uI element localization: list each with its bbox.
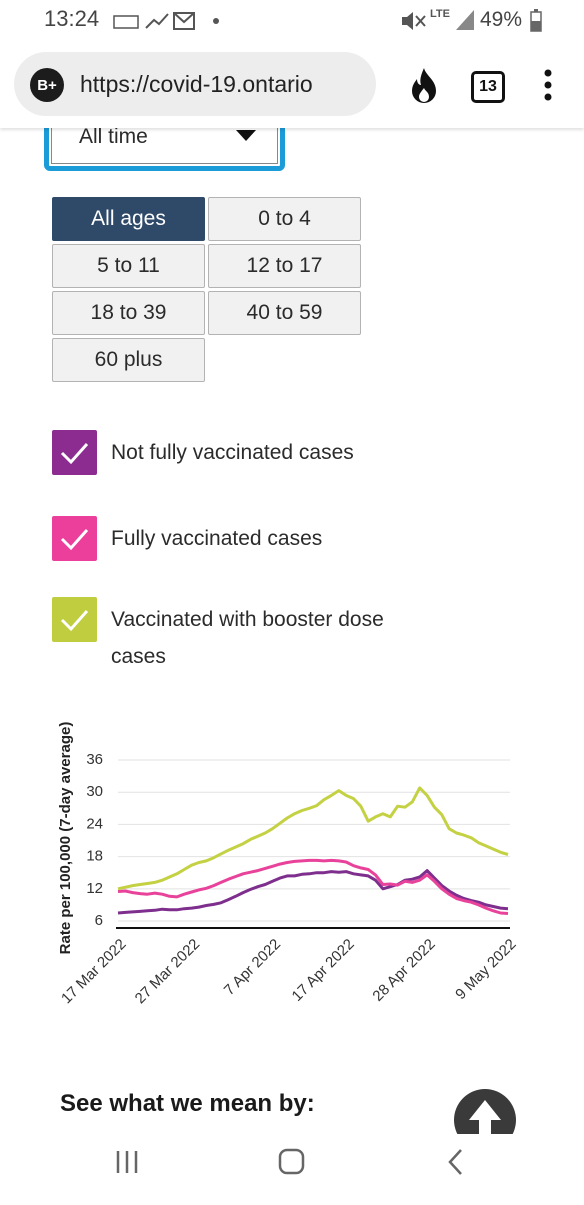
y-axis-label: Rate per 100,000 (7-day average) [57,722,74,955]
navigation-bar [0,1134,584,1200]
x-tick-label: 17 Apr 2022 [289,936,358,1005]
age-button[interactable]: 40 to 59 [208,291,361,335]
network-type: LTE [430,8,450,20]
age-button[interactable]: 18 to 39 [52,291,205,335]
battery-icon [530,9,542,32]
age-button[interactable]: 0 to 4 [208,197,361,241]
address-bar[interactable] [14,52,376,116]
series-line [117,858,509,915]
chart: Rate per 100,000 (7-day average) 6 12 18 24… [57,722,520,1008]
dropdown-caret [236,130,256,141]
y-tick-label: 36 [86,751,103,768]
status-bar: 13:24 LTE 49% [0,0,584,42]
age-button[interactable]: 60 plus [52,338,205,382]
series-line [117,786,509,891]
x-tick-label: 9 May 2022 [452,936,519,1003]
security-badge[interactable]: B+ [30,68,64,102]
x-tick-label: 27 Mar 2022 [132,936,204,1008]
age-button[interactable]: All ages [52,197,205,241]
url[interactable]: https://covid-19.ontario [80,71,313,97]
y-tick-label: 6 [95,912,103,929]
y-tick-label: 24 [86,815,103,832]
home-button[interactable] [278,1148,305,1175]
nav-icons [116,1148,462,1175]
back-button[interactable] [448,1149,462,1175]
age-button[interactable]: 12 to 17 [208,244,361,288]
x-tick-label: 7 Apr 2022 [221,936,284,999]
menu-icon[interactable] [540,68,556,102]
tab-count[interactable]: 13 [471,71,505,103]
x-tick-label: 28 Apr 2022 [369,936,438,1005]
checkbox-label[interactable]: Fully vaccinated cases [111,527,323,550]
footer-heading: See what we mean by: [60,1090,315,1117]
dropdown-value: All time [79,125,148,148]
y-tick-label: 12 [86,880,103,897]
series-line [117,869,509,915]
clock: 13:24 [44,6,100,31]
checkbox-label[interactable]: Vaccinated with booster dose cases [111,608,384,668]
y-tick-label: 30 [86,783,103,800]
status-icons [113,12,219,30]
mute-icon [402,12,426,30]
checkbox-label[interactable]: Not fully vaccinated cases [111,441,354,464]
age-button[interactable]: 5 to 11 [52,244,205,288]
fire-icon[interactable] [406,66,442,106]
y-tick-label: 18 [86,848,103,865]
browser-toolbar: B+ https://covid-19.ontario 13 [0,42,584,128]
scroll-top-button[interactable] [452,1088,522,1134]
checkbox[interactable] [52,430,97,475]
checkbox[interactable] [52,597,97,642]
battery-level: 49% [480,8,523,31]
signal-icon [456,10,474,30]
checkbox[interactable] [52,516,97,561]
